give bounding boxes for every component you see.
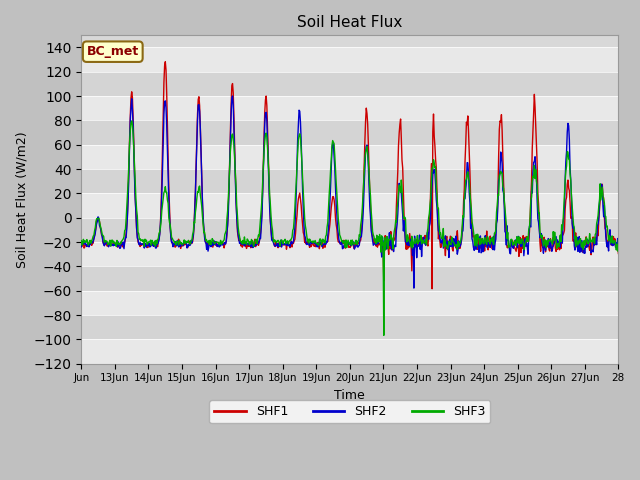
Bar [81,96,618,120]
Bar [81,72,618,96]
Y-axis label: Soil Heat Flux (W/m2): Soil Heat Flux (W/m2) [15,131,28,268]
X-axis label: Time: Time [335,389,365,402]
Text: BC_met: BC_met [86,45,139,58]
Bar [81,218,618,242]
Bar [81,291,618,315]
Bar [81,145,618,169]
Bar [81,193,618,218]
Legend: SHF1, SHF2, SHF3: SHF1, SHF2, SHF3 [209,400,490,423]
Title: Soil Heat Flux: Soil Heat Flux [297,15,403,30]
Bar [81,339,618,364]
Bar [81,48,618,72]
Bar [81,315,618,339]
Bar [81,266,618,291]
Bar [81,242,618,266]
Bar [81,169,618,193]
Bar [81,120,618,145]
